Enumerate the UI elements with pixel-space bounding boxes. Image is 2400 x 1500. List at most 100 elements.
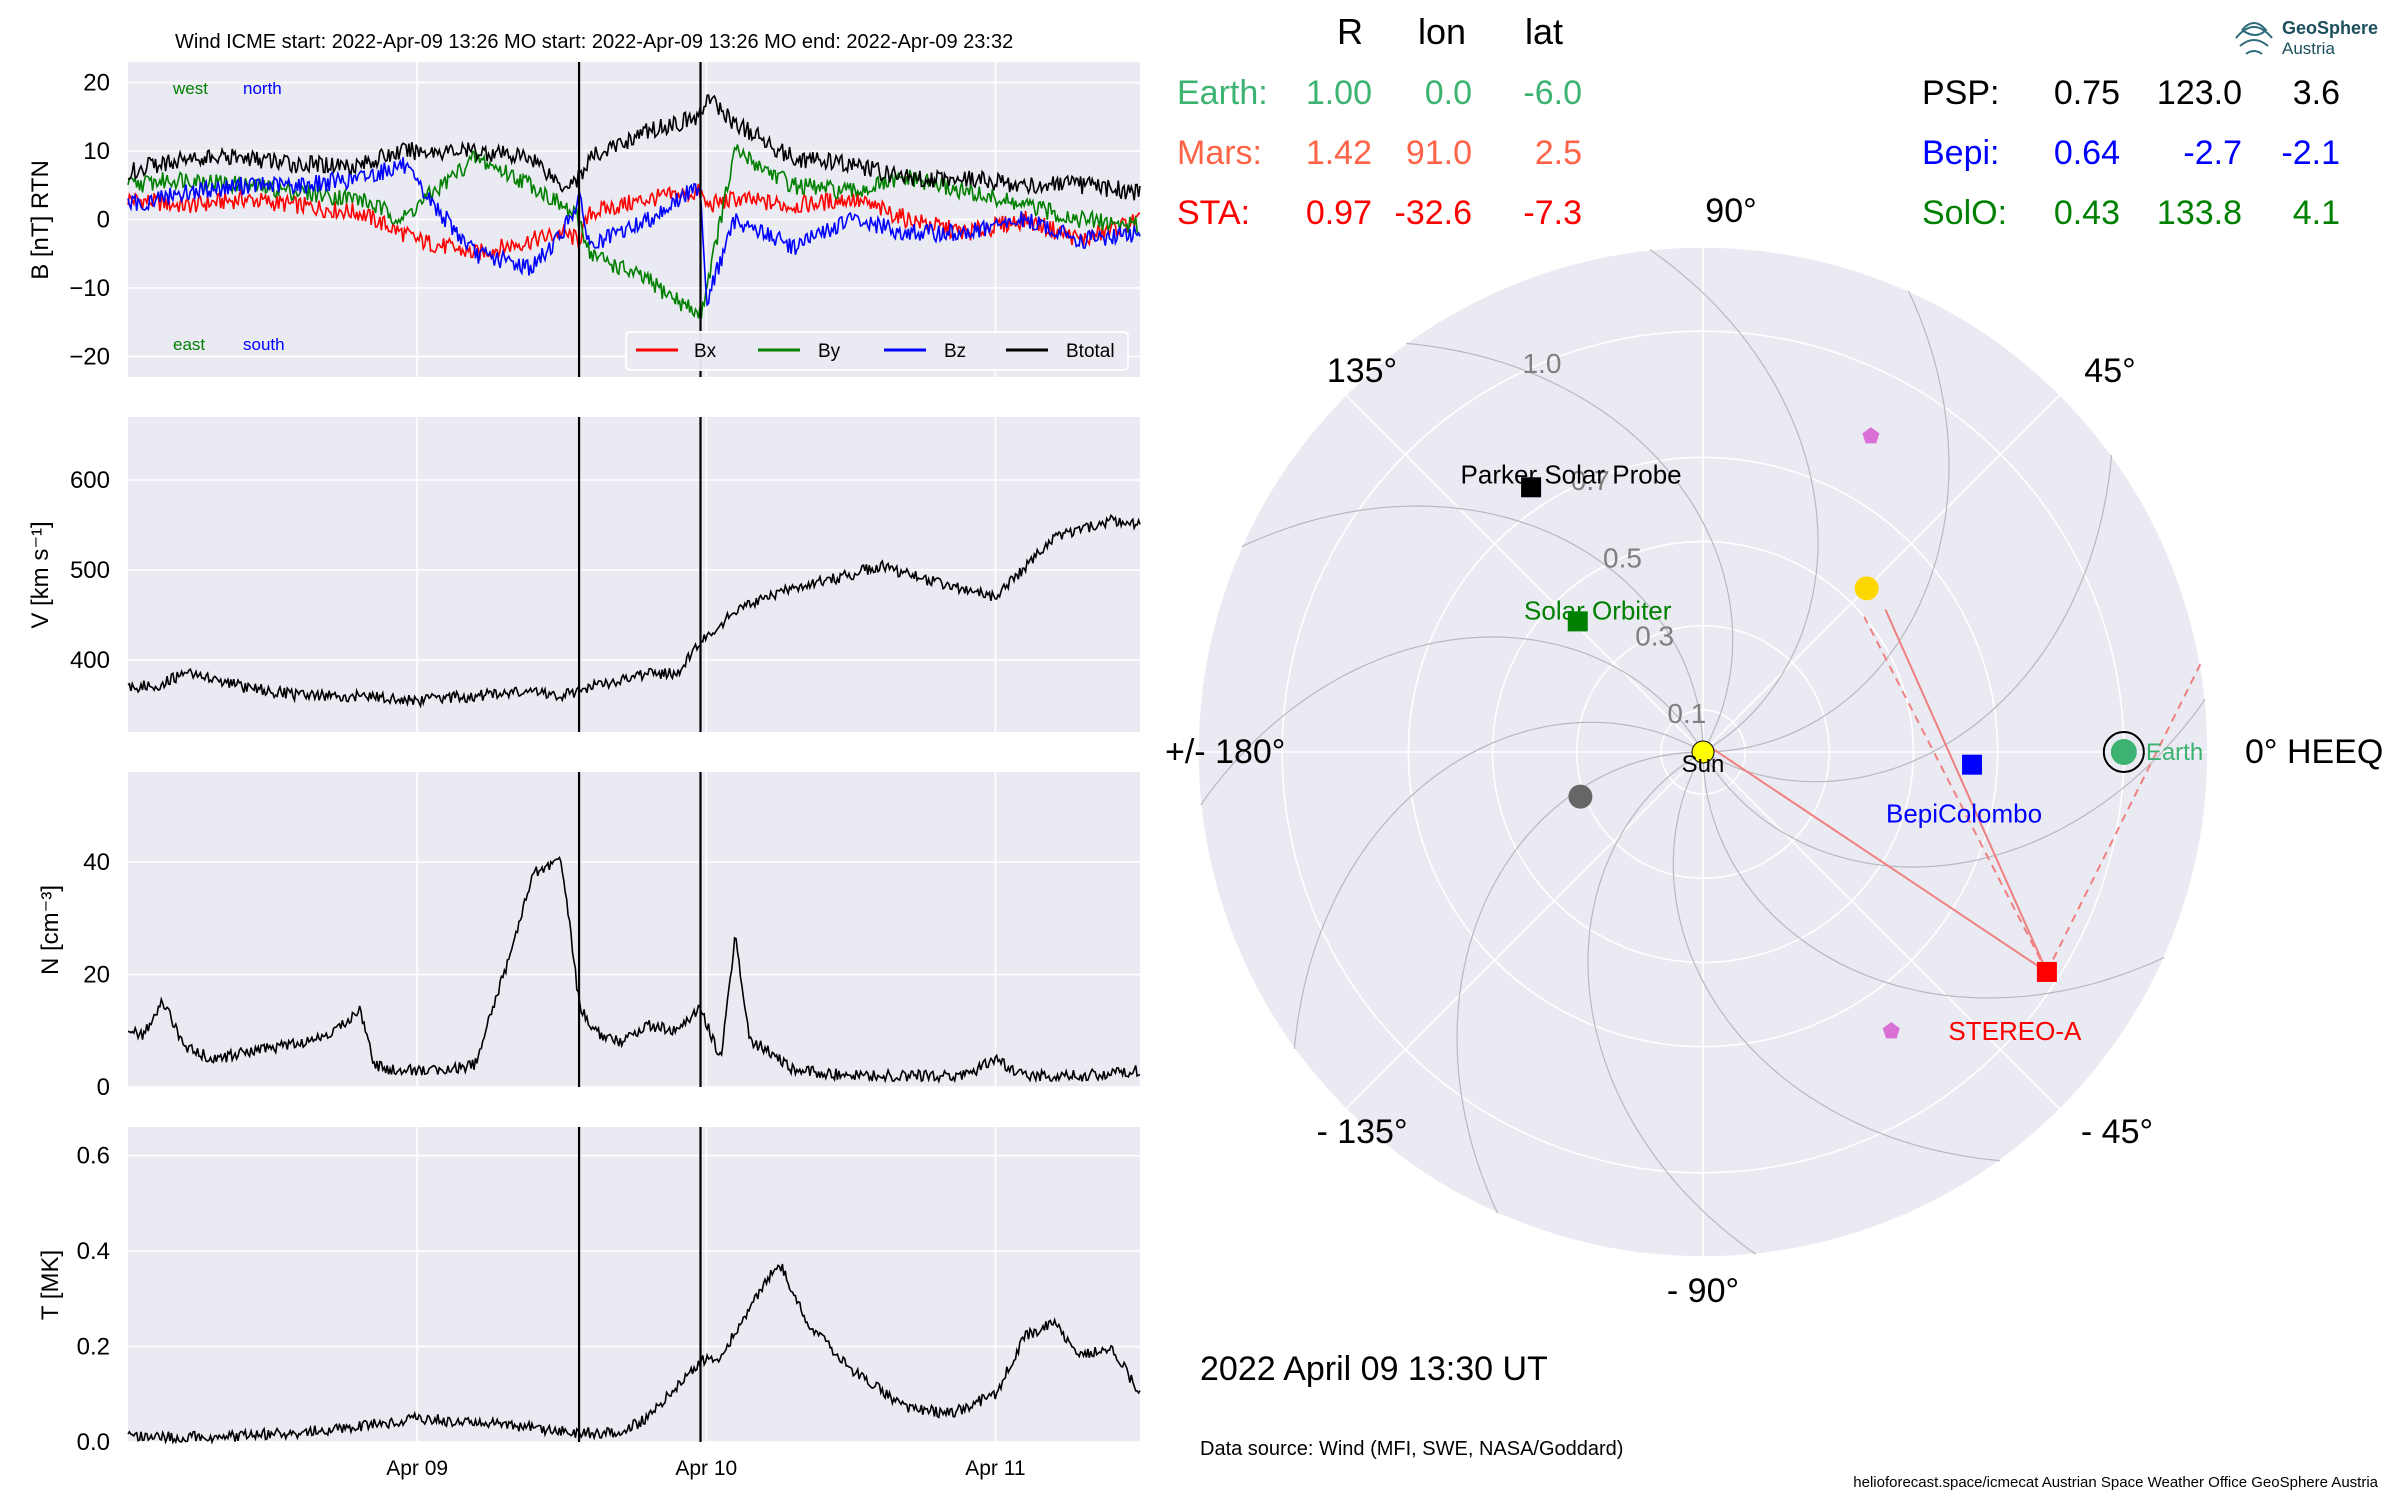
point-label: STEREO-A [1948,1016,2082,1046]
label-west: west [172,79,208,98]
parker-solar-probe-marker [1521,477,1542,498]
parker-spiral-line [1702,751,2165,999]
series-line-btotal [127,94,1141,201]
table-cell-lon: 133.8 [2157,194,2242,232]
point-label: Earth [2146,739,2203,766]
table-cell-name: STA: [1177,194,1250,232]
table-row: Bepi: 0.64 -2.7 -2.1 [1922,134,2340,172]
series-line-bx [127,183,1141,261]
table-header-lon: lon [1418,11,1466,52]
position-table: R lon lat Earth: 1.00 0.0 -6.0 Mars: 1.42 91.0… [1177,11,2340,232]
table-header-r: R [1337,11,1363,52]
series-line-v [127,513,1141,709]
parker-spiral-line [1649,249,1819,753]
stereo-a-fov-line [2046,663,2202,973]
table-cell-r: 0.97 [1306,194,1372,232]
table-row: STA: 0.97 -32.6 -7.3 [1177,194,1582,232]
legend-label-bx: Bx [694,341,717,362]
angular-grid-line [1345,751,1704,1110]
series-line-n [128,855,1141,1084]
angular-tick-label: - 135° [1316,1113,1407,1151]
table-cell-r: 1.00 [1306,74,1372,112]
x-tick-label: Apr 11 [965,1457,1025,1480]
parker-spiral-line [1406,342,1734,753]
y-tick-label: −20 [69,343,110,370]
radial-tick-label: 1.0 [1522,348,1561,379]
body-9-marker [1882,1022,1900,1039]
table-row: PSP: 0.75 123.0 3.6 [1922,74,2340,112]
parker-spiral-line [1702,698,2206,868]
table-cell-name: Bepi: [1922,134,2000,172]
stereo-a-fov-line [1884,609,2048,973]
point-label: BepiColombo [1886,799,2042,829]
radial-tick-label: 0.7 [1571,465,1610,496]
y-tick-label: 600 [70,467,110,494]
logo-line1: GeoSphere [2282,18,2378,38]
stereo-a-marker [2036,961,2057,982]
timestamp: 2022 April 09 13:30 UT [1200,1350,1548,1388]
table-cell-lat: -7.3 [1523,194,1582,232]
radial-tick-label: 0.1 [1667,698,1706,729]
y-tick-label: 20 [83,70,110,97]
y-tick-label: 0.2 [77,1334,110,1361]
table-header-lat: lat [1525,11,1563,52]
table-cell-r: 0.43 [2054,194,2120,232]
angular-grid-line [1702,394,2061,753]
y-axis-label: N [cm⁻³] [37,885,64,975]
parker-spiral-line [1587,751,1757,1255]
y-tick-label: 10 [83,138,110,165]
table-cell-lat: -2.1 [2281,134,2340,172]
parker-spiral-line [1456,751,1704,1214]
sun-marker [1691,740,1715,764]
body-7-marker [1568,784,1593,809]
table-cell-lon: 0.0 [1425,74,1472,112]
label-east: east [173,335,205,354]
table-cell-lon: 91.0 [1406,134,1472,172]
body-6-marker [1854,576,1879,601]
table-cell-lat: 4.1 [2293,194,2340,232]
point-label: Solar Orbiter [1524,595,1672,625]
label-south: south [243,335,285,354]
panel-speed: 400 500 600 V [km s⁻¹] [27,417,1141,732]
x-axis-ticks: Apr 09 Apr 10 Apr 11 [386,1457,1025,1480]
angular-tick-label: 0° HEEQ [2245,733,2383,771]
table-cell-name: Earth: [1177,74,1268,112]
table-cell-lon: -2.7 [2183,134,2242,172]
series-line-by [127,144,1141,319]
radial-tick-label: 0.3 [1635,620,1674,651]
parker-spiral-line [1702,455,2113,783]
x-tick-label: Apr 10 [675,1457,737,1480]
table-row: Mars: 1.42 91.0 2.5 [1177,134,1582,172]
y-tick-label: 500 [70,557,110,584]
table-cell-lat: 3.6 [2293,74,2340,112]
parker-spiral-line [1702,290,1950,753]
table-cell-name: Mars: [1177,134,1262,172]
angular-tick-label: 135° [1327,352,1397,390]
table-cell-lon: 123.0 [2157,74,2242,112]
angular-tick-label: 90° [1705,192,1756,230]
y-axis-label: V [km s⁻¹] [27,521,54,628]
solar-orbiter-marker [1567,611,1588,632]
point-label: Parker Solar Probe [1461,459,1682,489]
legend-label-btotal: Btotal [1066,341,1115,362]
geosphere-swirl-icon [2235,22,2273,55]
table-cell-r: 0.64 [2054,134,2120,172]
parker-spiral-line [1200,636,1704,806]
stereo-a-fov-line [1863,616,2048,973]
table-row: Earth: 1.00 0.0 -6.0 [1177,74,1582,112]
legend-label-by: By [818,341,841,362]
angular-tick-label: - 90° [1667,1272,1739,1310]
y-tick-label: 0.4 [77,1238,110,1265]
data-source: Data source: Wind (MFI, SWE, NASA/Goddar… [1200,1438,1623,1460]
stereo-a-fov-line [1708,745,2048,973]
table-cell-lat: 2.5 [1535,134,1582,172]
angular-tick-label: - 45° [2081,1113,2153,1151]
y-tick-label: 40 [83,849,110,876]
legend-label-bz: Bz [944,341,966,362]
table-cell-name: PSP: [1922,74,1999,112]
point-label: Sun [1682,751,1725,778]
parker-spiral-line [1672,751,2000,1162]
polar-map: 0.1 0.3 0.5 0.7 1.0 0° HEEQ 45° 90° 135° +/- 180… [1165,192,2383,1310]
table-cell-name: SolO: [1922,194,2007,232]
